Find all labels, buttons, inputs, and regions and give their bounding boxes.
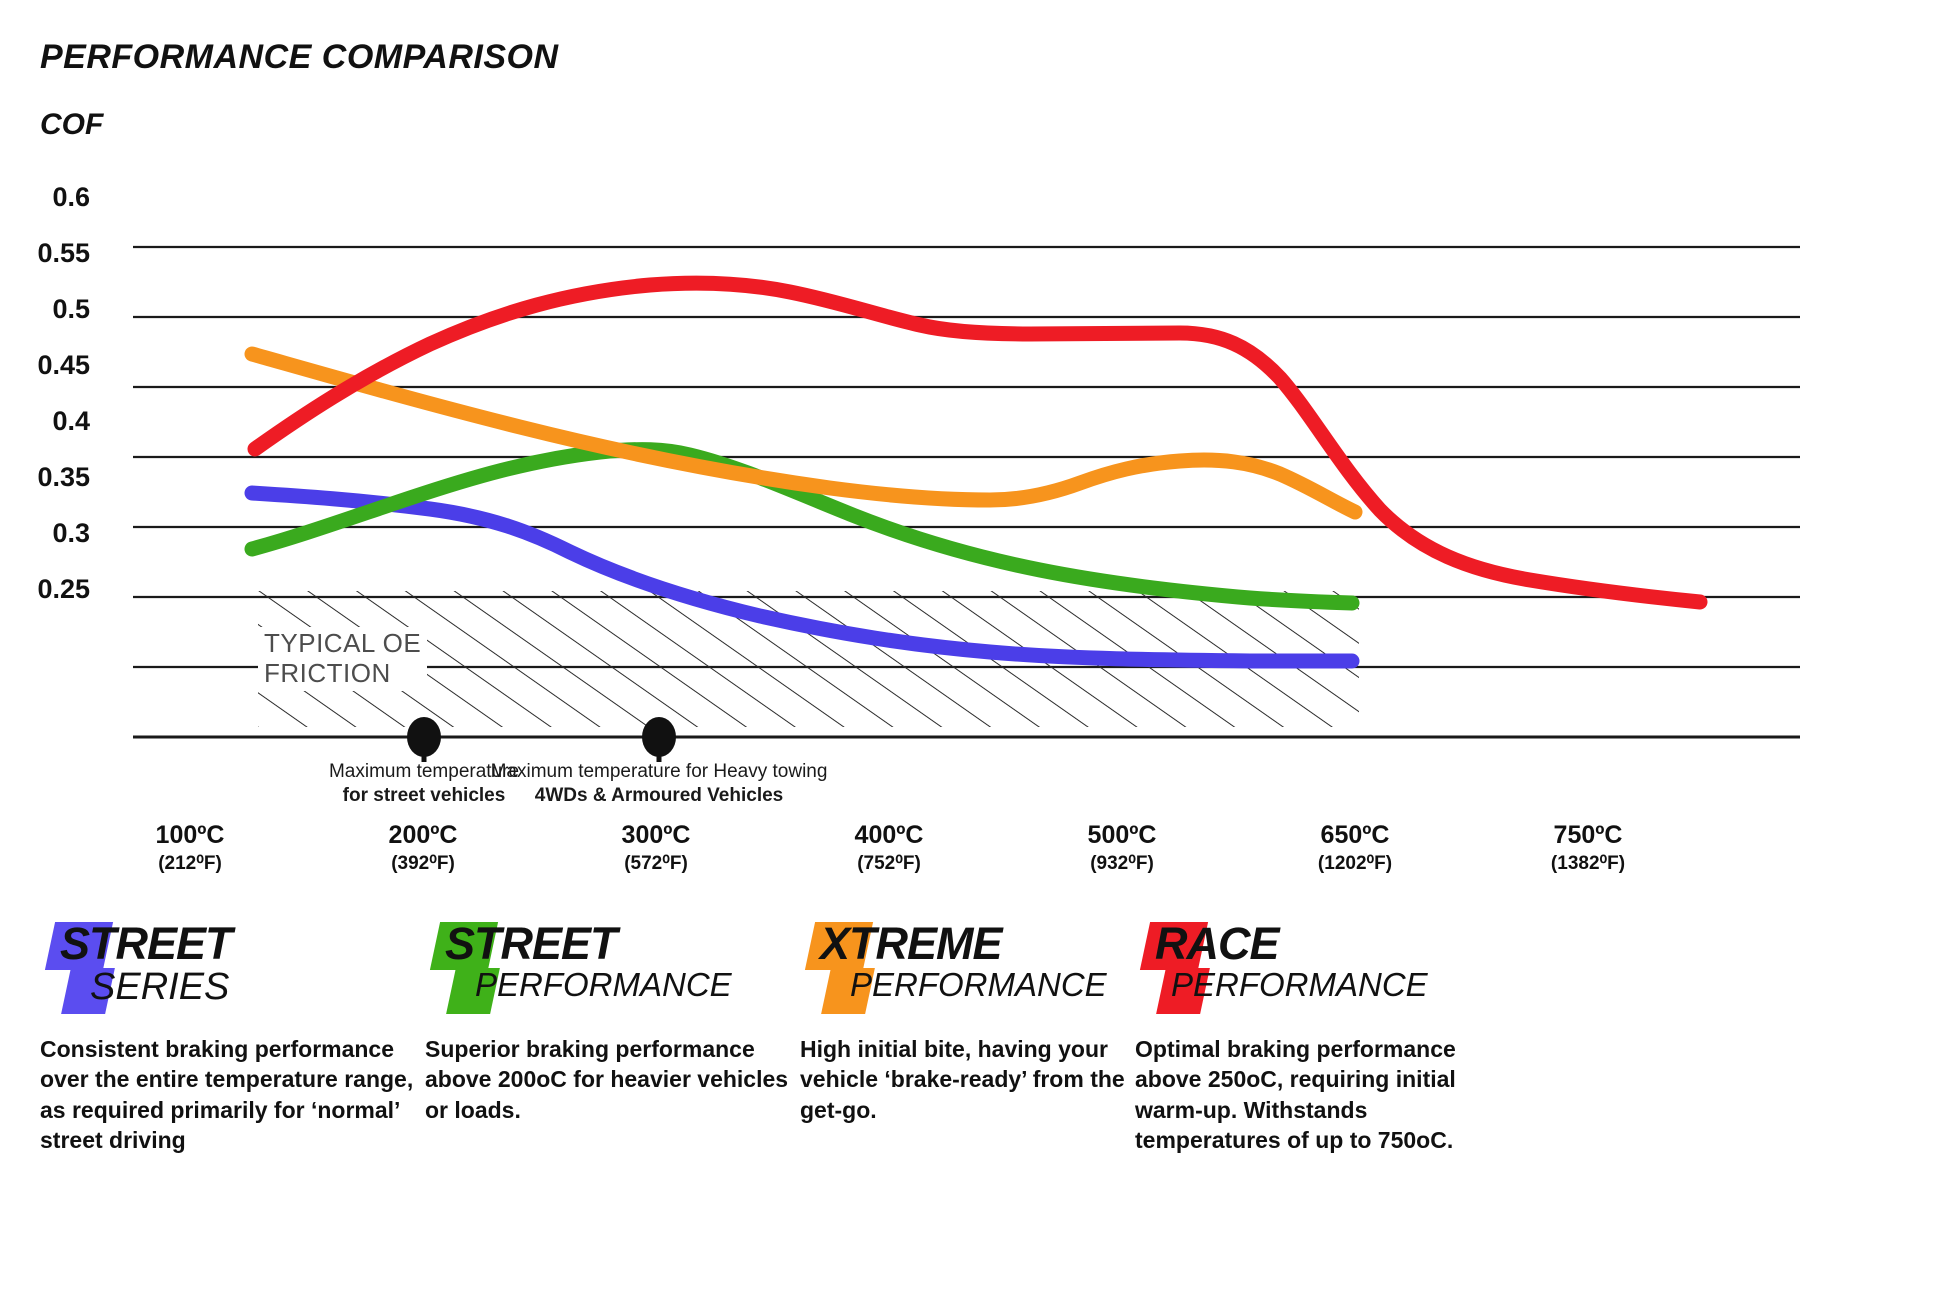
- annotation-heavy-towing-line2: 4WDs & Armoured Vehicles: [534, 784, 784, 806]
- logo-street-performance-word2: PERFORMANCE: [475, 966, 732, 1003]
- x-tick-500c-celsius: 500ºC: [1087, 821, 1157, 849]
- logo-xtreme-performance-word1: XTREME: [820, 918, 1003, 969]
- y-tick-2: 0.5: [52, 294, 90, 324]
- legend-item-street-series[interactable]: STREET SERIES Consistent braking perform…: [40, 918, 420, 1155]
- y-tick-1: 0.55: [37, 238, 90, 268]
- legend-desc-race-performance: Optimal braking performance above 250oC,…: [1135, 1036, 1456, 1154]
- logo-street-series: STREET SERIES: [40, 918, 420, 1020]
- page-title: PERFORMANCE COMPARISON: [40, 38, 559, 76]
- logo-race-performance-word2: PERFORMANCE: [1171, 966, 1428, 1003]
- x-tick-650c-fahrenheit: (1202⁰F): [1317, 853, 1393, 875]
- legend-item-xtreme-performance[interactable]: XTREME PERFORMANCE High initial bite, ha…: [800, 918, 1140, 1125]
- x-tick-300c-celsius: 300ºC: [621, 821, 691, 849]
- annotation-heavy-towing-line1: Maximum temperature for Heavy towing: [490, 761, 828, 782]
- legend-desc-xtreme-performance: High initial bite, having your vehicle ‘…: [800, 1036, 1125, 1123]
- x-tick-200c: 200ºC (392⁰F): [323, 822, 523, 874]
- x-tick-300c-fahrenheit: (572⁰F): [624, 853, 688, 875]
- oe-label-line-2: FRICTION: [264, 657, 391, 688]
- x-tick-500c: 500ºC (932⁰F): [1022, 822, 1222, 874]
- y-tick-6: 0.3: [52, 518, 90, 548]
- legend-desc-street-performance: Superior braking performance above 200oC…: [425, 1036, 789, 1123]
- x-tick-650c: 650ºC (1202⁰F): [1255, 822, 1455, 874]
- typical-oe-friction-label: TYPICAL OE FRICTION: [258, 627, 428, 691]
- x-tick-300c: 300ºC (572⁰F): [556, 822, 756, 874]
- x-tick-200c-celsius: 200ºC: [388, 821, 458, 849]
- legend: STREET SERIES Consistent braking perform…: [0, 918, 1946, 1250]
- oe-label-line-1: TYPICAL OE: [264, 628, 422, 658]
- x-tick-100c-celsius: 100ºC: [155, 821, 225, 849]
- logo-street-performance: STREET PERFORMANCE: [425, 918, 790, 1020]
- logo-street-performance-word1: STREET: [445, 918, 618, 969]
- annotation-marker-heavy-towing: [642, 717, 676, 762]
- series-race-performance-line: [247, 275, 1708, 610]
- series-xtreme-performance-line: [244, 346, 1363, 520]
- x-tick-750c-celsius: 750ºC: [1553, 821, 1623, 849]
- series-street-series-line: [244, 485, 1360, 669]
- y-tick-3: 0.45: [37, 350, 90, 380]
- x-tick-400c-fahrenheit: (752⁰F): [857, 853, 921, 875]
- annotation-heavy-towing: Maximum temperature for Heavy towing 4WD…: [434, 760, 884, 808]
- annotation-street-vehicles-line2: for street vehicles: [342, 784, 506, 806]
- x-tick-650c-celsius: 650ºC: [1320, 821, 1390, 849]
- x-tick-100c: 100ºC (212⁰F): [90, 822, 290, 874]
- logo-race-performance: RACE PERFORMANCE: [1135, 918, 1495, 1020]
- legend-desc-street-series: Consistent braking performance over the …: [40, 1036, 414, 1154]
- x-tick-400c-celsius: 400ºC: [854, 821, 924, 849]
- legend-item-race-performance[interactable]: RACE PERFORMANCE Optimal braking perform…: [1135, 918, 1495, 1155]
- logo-street-series-word1: STREET: [60, 918, 233, 969]
- annotation-street-vehicles: Maximum temperature for street vehicles: [194, 760, 654, 808]
- logo-xtreme-performance-word2: PERFORMANCE: [850, 966, 1107, 1003]
- y-tick-5: 0.35: [37, 462, 90, 492]
- legend-item-street-performance[interactable]: STREET PERFORMANCE Superior braking perf…: [425, 918, 790, 1125]
- logo-street-series-word2: SERIES: [90, 966, 230, 1008]
- x-tick-100c-fahrenheit: (212⁰F): [158, 853, 222, 875]
- x-tick-200c-fahrenheit: (392⁰F): [391, 853, 455, 875]
- annotation-street-vehicles-line1: Maximum temperature: [328, 761, 520, 782]
- y-axis-title: COF: [40, 108, 104, 141]
- x-tick-500c-fahrenheit: (932⁰F): [1090, 853, 1154, 875]
- x-tick-750c-fahrenheit: (1382⁰F): [1550, 853, 1626, 875]
- x-tick-400c: 400ºC (752⁰F): [789, 822, 989, 874]
- y-tick-4: 0.4: [52, 406, 90, 436]
- annotation-marker-street-vehicles: [407, 717, 441, 762]
- logo-xtreme-performance: XTREME PERFORMANCE: [800, 918, 1140, 1020]
- y-tick-7: 0.25: [37, 574, 90, 604]
- logo-race-performance-word1: RACE: [1155, 918, 1280, 969]
- y-tick-0: 0.6: [52, 182, 90, 212]
- x-tick-750c: 750ºC (1382⁰F): [1488, 822, 1688, 874]
